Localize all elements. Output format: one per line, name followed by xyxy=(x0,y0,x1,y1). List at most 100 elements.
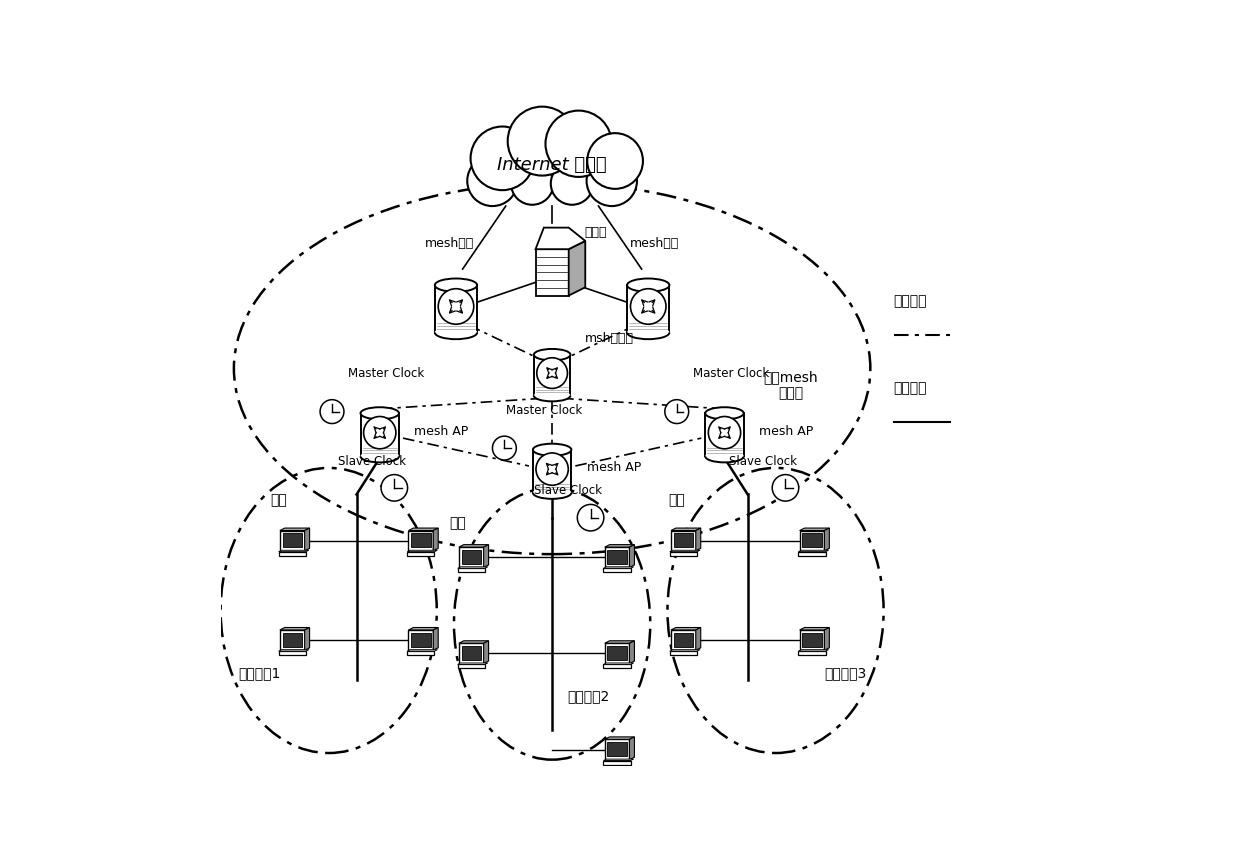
Bar xyxy=(280,530,305,551)
Bar xyxy=(670,651,698,655)
Polygon shape xyxy=(603,663,633,665)
Bar xyxy=(799,630,824,650)
Bar xyxy=(282,533,302,548)
Circle shape xyxy=(709,417,741,449)
Bar xyxy=(279,651,306,655)
Ellipse shape xyxy=(627,278,669,292)
Bar xyxy=(798,552,825,556)
Circle shape xyxy=(492,437,517,460)
Polygon shape xyxy=(483,545,488,567)
Text: msh路由器: msh路由器 xyxy=(585,332,634,345)
Polygon shape xyxy=(696,628,701,650)
Circle shape xyxy=(665,400,689,424)
Circle shape xyxy=(586,156,637,206)
Text: Slave Clock: Slave Clock xyxy=(338,455,406,468)
Bar xyxy=(408,651,435,655)
Bar xyxy=(607,646,627,660)
Bar xyxy=(605,547,629,567)
Text: mesh AP: mesh AP xyxy=(414,425,468,438)
Polygon shape xyxy=(457,663,488,665)
Text: 服务器: 服务器 xyxy=(584,226,606,239)
Bar xyxy=(605,643,629,664)
Polygon shape xyxy=(629,737,634,759)
Polygon shape xyxy=(605,641,634,643)
Polygon shape xyxy=(535,227,585,249)
Text: 以太子网2: 以太子网2 xyxy=(567,689,610,703)
Polygon shape xyxy=(798,650,829,651)
Bar xyxy=(672,530,696,551)
Bar xyxy=(607,550,627,564)
Polygon shape xyxy=(569,241,585,295)
Polygon shape xyxy=(279,650,309,651)
Polygon shape xyxy=(279,550,309,552)
Text: Master Clock: Master Clock xyxy=(506,404,582,417)
Bar xyxy=(411,633,430,647)
Bar xyxy=(670,552,698,556)
Polygon shape xyxy=(408,650,437,651)
Polygon shape xyxy=(458,641,488,643)
Bar xyxy=(627,285,669,332)
Polygon shape xyxy=(603,759,633,760)
Circle shape xyxy=(320,400,344,424)
Polygon shape xyxy=(798,550,829,552)
Polygon shape xyxy=(670,650,700,651)
Polygon shape xyxy=(535,249,569,295)
Text: Master Clock: Master Clock xyxy=(348,368,425,381)
Circle shape xyxy=(510,163,554,205)
Ellipse shape xyxy=(361,407,399,419)
Bar xyxy=(603,665,631,668)
Polygon shape xyxy=(280,528,310,530)
Bar xyxy=(799,530,824,551)
Polygon shape xyxy=(605,737,634,740)
Circle shape xyxy=(536,358,567,388)
Text: 终端: 终端 xyxy=(270,493,287,507)
Bar xyxy=(603,568,631,573)
Text: 以太子网1: 以太子网1 xyxy=(238,666,280,680)
Text: mesh网关: mesh网关 xyxy=(631,238,679,251)
Polygon shape xyxy=(799,628,829,630)
Bar xyxy=(457,665,484,668)
Text: 无线mesh
回程网: 无线mesh 回程网 xyxy=(763,370,818,400)
Circle shape xyxy=(508,107,576,176)
Circle shape xyxy=(772,474,799,501)
Polygon shape xyxy=(408,550,437,552)
Polygon shape xyxy=(305,528,310,551)
Ellipse shape xyxy=(435,326,477,339)
Bar xyxy=(798,651,825,655)
Polygon shape xyxy=(434,628,439,650)
Text: Internet 骨干网: Internet 骨干网 xyxy=(497,156,607,174)
Bar xyxy=(607,742,627,756)
Bar xyxy=(457,568,484,573)
Circle shape xyxy=(587,133,643,189)
Ellipse shape xyxy=(534,349,570,361)
Polygon shape xyxy=(670,550,700,552)
Bar xyxy=(603,760,631,765)
Text: 有线链路: 有线链路 xyxy=(893,381,927,394)
Bar xyxy=(280,630,305,650)
Bar xyxy=(282,633,302,647)
Bar xyxy=(672,630,696,650)
Circle shape xyxy=(551,163,593,205)
Text: Slave Clock: Slave Clock xyxy=(534,485,602,498)
Text: mesh AP: mesh AP xyxy=(586,461,641,474)
Text: 终端: 终端 xyxy=(668,493,685,507)
Bar xyxy=(408,552,435,556)
Polygon shape xyxy=(824,528,829,551)
Polygon shape xyxy=(305,628,310,650)
Ellipse shape xyxy=(533,443,571,455)
Bar xyxy=(534,355,570,395)
Polygon shape xyxy=(535,241,585,249)
Text: mesh AP: mesh AP xyxy=(760,425,813,438)
Polygon shape xyxy=(672,628,701,630)
Bar xyxy=(803,633,821,647)
Polygon shape xyxy=(409,528,439,530)
Polygon shape xyxy=(483,641,488,664)
Ellipse shape xyxy=(627,326,669,339)
Circle shape xyxy=(467,156,518,206)
Polygon shape xyxy=(672,528,701,530)
Circle shape xyxy=(363,417,396,449)
Bar xyxy=(458,547,483,567)
Bar xyxy=(409,530,434,551)
Bar xyxy=(279,552,306,556)
Bar xyxy=(411,533,430,548)
